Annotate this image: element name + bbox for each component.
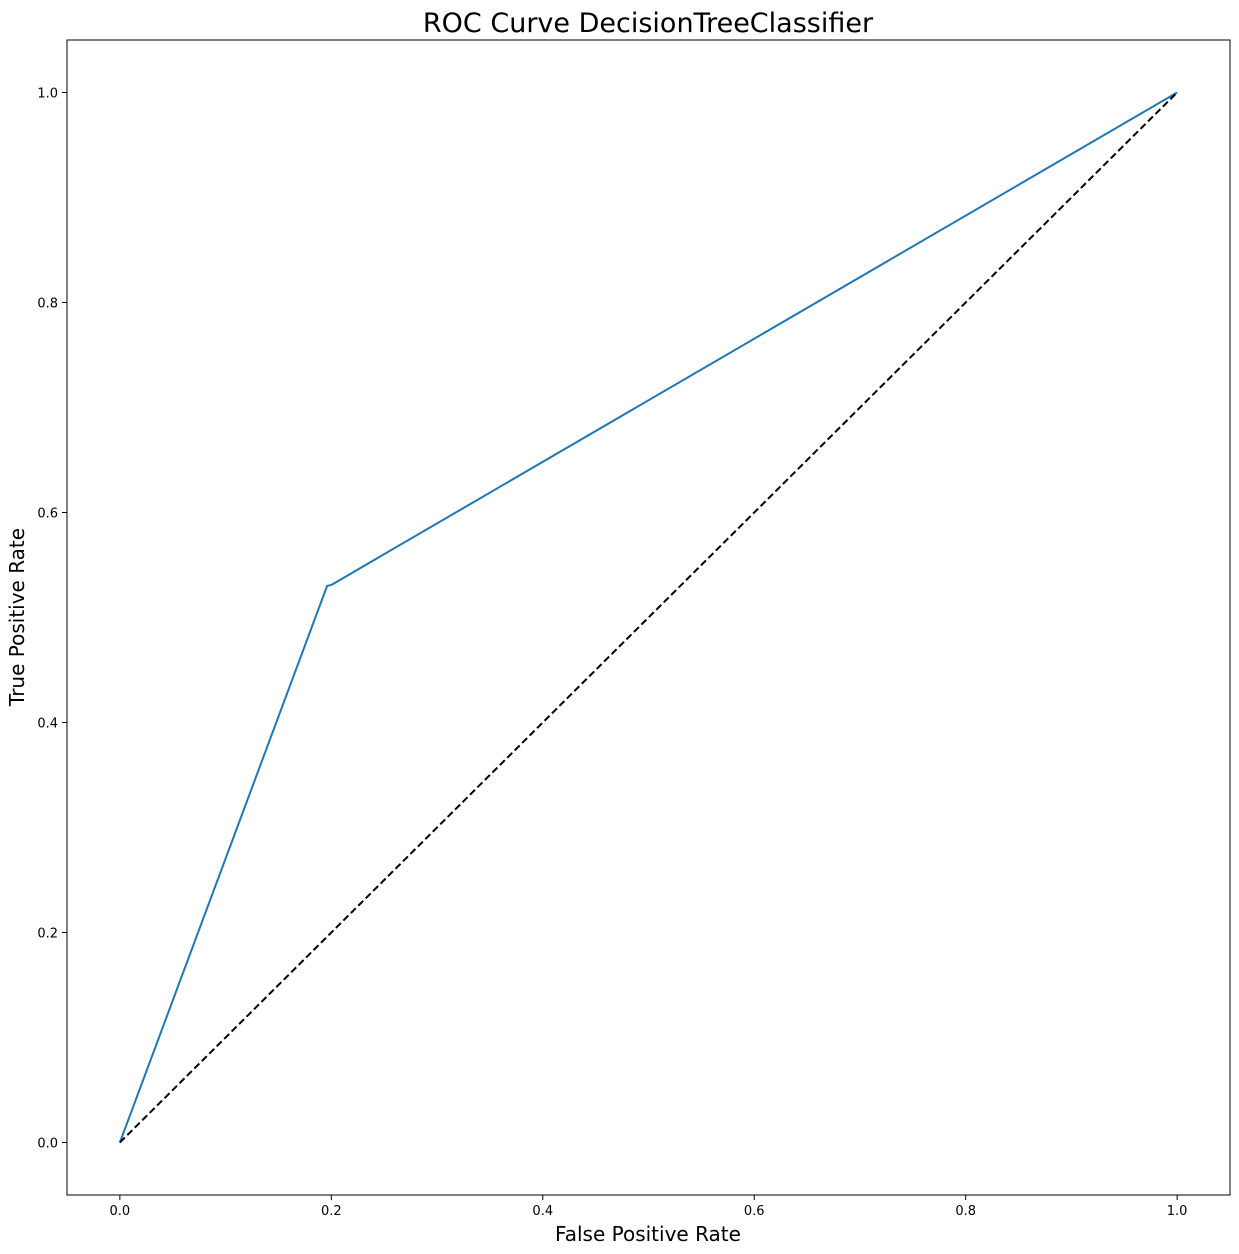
y-axis-label: True Positive Rate [5, 528, 29, 707]
x-tick-label: 0.6 [744, 1204, 765, 1219]
x-tick-label: 0.2 [321, 1204, 342, 1219]
y-tick-label: 0.8 [37, 297, 58, 312]
roc-curve-line [118, 91, 1178, 1143]
series-layer [118, 91, 1178, 1144]
x-axis-label: False Positive Rate [555, 1222, 741, 1246]
y-tick-label: 0.6 [37, 507, 58, 522]
chart-title: ROC Curve DecisionTreeClassifier [423, 8, 874, 39]
y-axis-ticks: 0.0 0.2 0.4 0.6 0.8 1.0 [37, 87, 67, 1152]
x-axis-ticks: 0.0 0.2 0.4 0.6 0.8 1.0 [110, 1195, 1188, 1219]
y-tick-label: 0.4 [37, 717, 58, 732]
x-tick-label: 0.8 [955, 1204, 976, 1219]
y-tick-label: 1.0 [37, 87, 58, 102]
diagonal-reference-line [119, 91, 1178, 1144]
x-tick-label: 0.0 [110, 1204, 131, 1219]
y-tick-label: 0.2 [37, 927, 58, 942]
x-tick-label: 0.4 [532, 1204, 553, 1219]
y-tick-label: 0.0 [37, 1137, 58, 1152]
x-tick-label: 1.0 [1167, 1204, 1188, 1219]
plot-area-frame [66, 39, 1231, 1196]
